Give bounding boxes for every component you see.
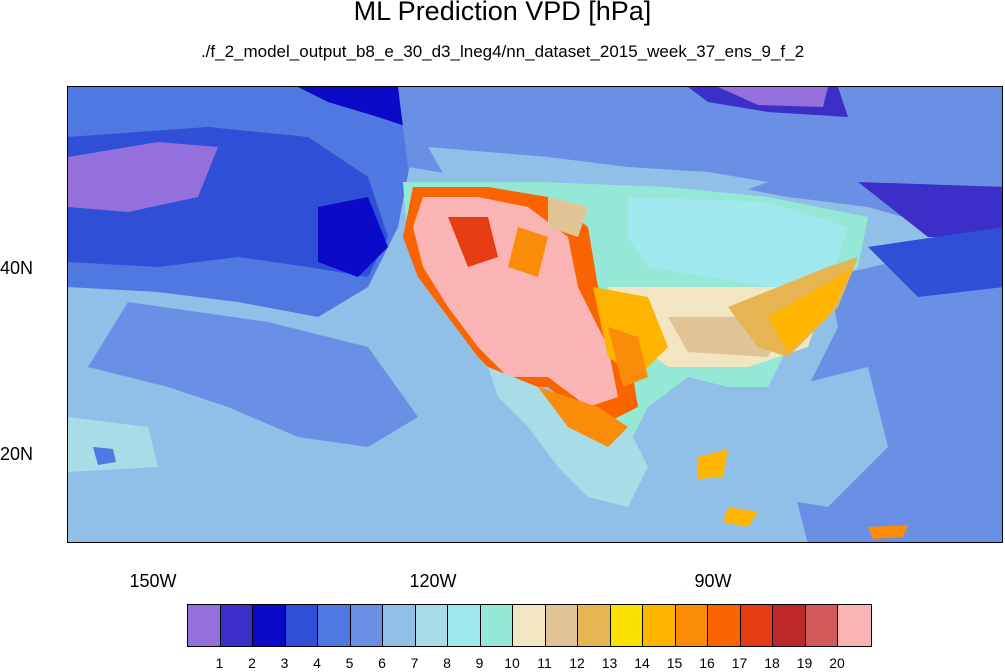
colorbar-tick-label: 12	[569, 655, 585, 671]
colorbar-swatch	[708, 605, 741, 646]
colorbar-swatch	[285, 605, 318, 646]
colorbar-swatch	[545, 605, 578, 646]
colorbar-swatch	[220, 605, 253, 646]
colorbar-swatch	[383, 605, 416, 646]
colorbar-tick-label: 14	[634, 655, 650, 671]
colorbar-tick-label: 1	[215, 655, 224, 671]
colorbar-tick-label: 7	[410, 655, 419, 671]
colorbar-swatch	[480, 605, 513, 646]
colorbar-tick-label: 19	[796, 655, 813, 671]
colorbar-tick-label: 10	[504, 655, 520, 671]
colorbar-swatch	[318, 605, 351, 646]
lat-label-20n: 20N	[0, 444, 34, 464]
colorbar-swatch	[578, 605, 611, 646]
colorbar-swatch	[805, 605, 838, 646]
colorbar-tick-label: 20	[829, 655, 845, 671]
vpd-map	[67, 86, 1003, 543]
colorbar-tick-label: 16	[699, 655, 715, 671]
colorbar-swatch	[513, 605, 546, 646]
colorbar-tick-label: 17	[731, 655, 748, 671]
colorbar	[187, 604, 872, 647]
colorbar-swatch	[610, 605, 643, 646]
colorbar-tick-label: 6	[378, 655, 386, 671]
colorbar-tick-label: 3	[280, 655, 289, 671]
colorbar-swatch	[838, 605, 871, 646]
lat-label-40n: 40N	[0, 258, 34, 278]
colorbar-swatch	[740, 605, 773, 646]
lon-label-90w: 90W	[694, 571, 732, 591]
colorbar-tick-label: 4	[313, 655, 321, 671]
colorbar-swatch	[448, 605, 481, 646]
chart-subtitle: ./f_2_model_output_b8_e_30_d3_lneg4/nn_d…	[200, 42, 805, 61]
colorbar-swatch	[675, 605, 708, 646]
chart-title: ML Prediction VPD [hPa]	[353, 0, 652, 26]
colorbar-tick-label: 8	[443, 655, 451, 671]
colorbar-swatch	[643, 605, 676, 646]
colorbar-tick-label: 15	[666, 655, 683, 671]
colorbar-swatch	[253, 605, 286, 646]
colorbar-tick-label: 5	[345, 655, 354, 671]
lon-label-150w: 150W	[129, 571, 177, 591]
colorbar-tick-label: 2	[248, 655, 256, 671]
colorbar-swatch	[415, 605, 448, 646]
colorbar-tick-label: 11	[537, 655, 552, 671]
colorbar-swatch	[188, 605, 221, 646]
colorbar-swatch	[773, 605, 806, 646]
lon-label-120w: 120W	[409, 571, 457, 591]
colorbar-swatch	[350, 605, 383, 646]
vpd-map-graphic	[68, 87, 1002, 542]
colorbar-tick-label: 13	[601, 655, 618, 671]
colorbar-tick-label: 9	[475, 655, 484, 671]
colorbar-tick-label: 18	[764, 655, 780, 671]
